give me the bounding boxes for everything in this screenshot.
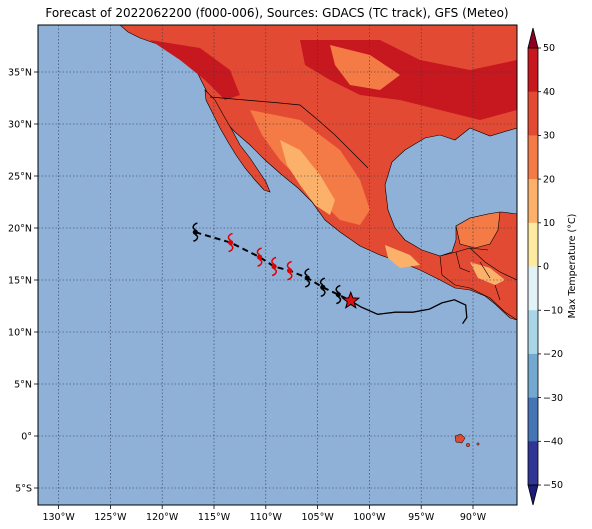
lon-tick-label: 120°W: [146, 512, 179, 523]
lat-tick-label: 30°N: [8, 120, 32, 131]
lon-tick-label: 105°W: [301, 512, 334, 523]
cyclone-icon: [271, 256, 278, 277]
colorbar-tick-label: 50: [543, 43, 555, 54]
colorbar-tick-label: 0: [543, 262, 549, 273]
colorbar-extend-top: [527, 27, 539, 49]
colorbar-segment: [528, 441, 538, 486]
land-baja: [204, 89, 271, 193]
colorbar-segment: [528, 179, 538, 224]
cyclone-icon: [304, 268, 311, 288]
cyclone-icon: [192, 222, 199, 242]
lat-tick-label: 20°N: [8, 224, 32, 235]
land-hot-region: [150, 40, 240, 100]
cyclone-icon: [256, 247, 263, 267]
colorbar-tick-label: −10: [543, 305, 563, 316]
colorbar-segment: [528, 310, 538, 355]
longitude-labels: 130°W 125°W 120°W 115°W 110°W 105°W 100°W 95°W 9…: [42, 505, 487, 523]
lon-tick-label: 100°W: [353, 512, 386, 523]
land-galapagos: [466, 443, 471, 448]
cyclone-icon: [227, 232, 234, 253]
colorbar-segment: [528, 353, 538, 399]
colorbar-label: Max Temperature (°C): [567, 214, 578, 319]
colorbar: 50 40 30 20 10 0 −10 −20 −30 −40 −50: [527, 27, 563, 506]
colorbar-segment: [528, 91, 538, 136]
lat-tick-label: 15°N: [8, 276, 32, 287]
colorbar-tick-label: 40: [543, 87, 555, 98]
lon-tick-label: 115°W: [198, 512, 231, 523]
lon-tick-label: 90°W: [460, 512, 487, 523]
colorbar-tick-label: 20: [543, 174, 555, 185]
lat-tick-label: 5°N: [14, 380, 32, 391]
colorbar-tick-label: −30: [543, 393, 563, 404]
lon-tick-label: 110°W: [250, 512, 283, 523]
colorbar-extend-bottom: [527, 484, 539, 506]
colorbar-segment: [528, 48, 538, 93]
colorbar-tick-label: 30: [543, 131, 555, 142]
lon-tick-label: 125°W: [94, 512, 127, 523]
colorbar-segment: [528, 222, 538, 267]
lat-tick-label: 25°N: [8, 172, 32, 183]
lat-tick-label: 5°S: [15, 484, 32, 495]
lon-tick-label: 95°W: [408, 512, 435, 523]
lat-tick-label: 0°: [21, 432, 32, 443]
past-track-line: [350, 299, 468, 325]
land-mild-region: [385, 245, 420, 268]
plot-frame: [37, 24, 518, 506]
current-position-star-icon: [341, 290, 361, 309]
colorbar-tick-label: −40: [543, 437, 563, 448]
grid-lines: [38, 25, 517, 505]
figure-title: Forecast of 2022062200 (f000-006), Sourc…: [45, 6, 509, 20]
latitude-labels: 35°N 30°N 25°N 20°N 15°N 10°N 5°N 0° 5°S: [8, 68, 38, 495]
lat-tick-label: 35°N: [8, 68, 32, 79]
tc-track: [192, 222, 468, 325]
lat-tick-label: 10°N: [8, 328, 32, 339]
land-warm-region: [330, 45, 400, 90]
lon-tick-label: 130°W: [42, 512, 75, 523]
colorbar-segment: [528, 266, 538, 311]
cyclone-icon: [319, 277, 326, 298]
land-yucatan: [455, 211, 501, 249]
country-border: [209, 96, 369, 169]
land-galapagos: [476, 442, 480, 446]
colorbar-segment: [528, 135, 538, 180]
land-mild-region: [280, 140, 335, 215]
colorbar-tick-label: −50: [543, 480, 563, 491]
cyclone-icon: [335, 284, 342, 305]
colorbar-tick-label: 10: [543, 218, 555, 229]
country-border: [455, 247, 501, 301]
cyclone-icon: [286, 260, 293, 281]
colorbar-tick-label: −20: [543, 349, 563, 360]
colorbar-segment: [528, 397, 538, 442]
